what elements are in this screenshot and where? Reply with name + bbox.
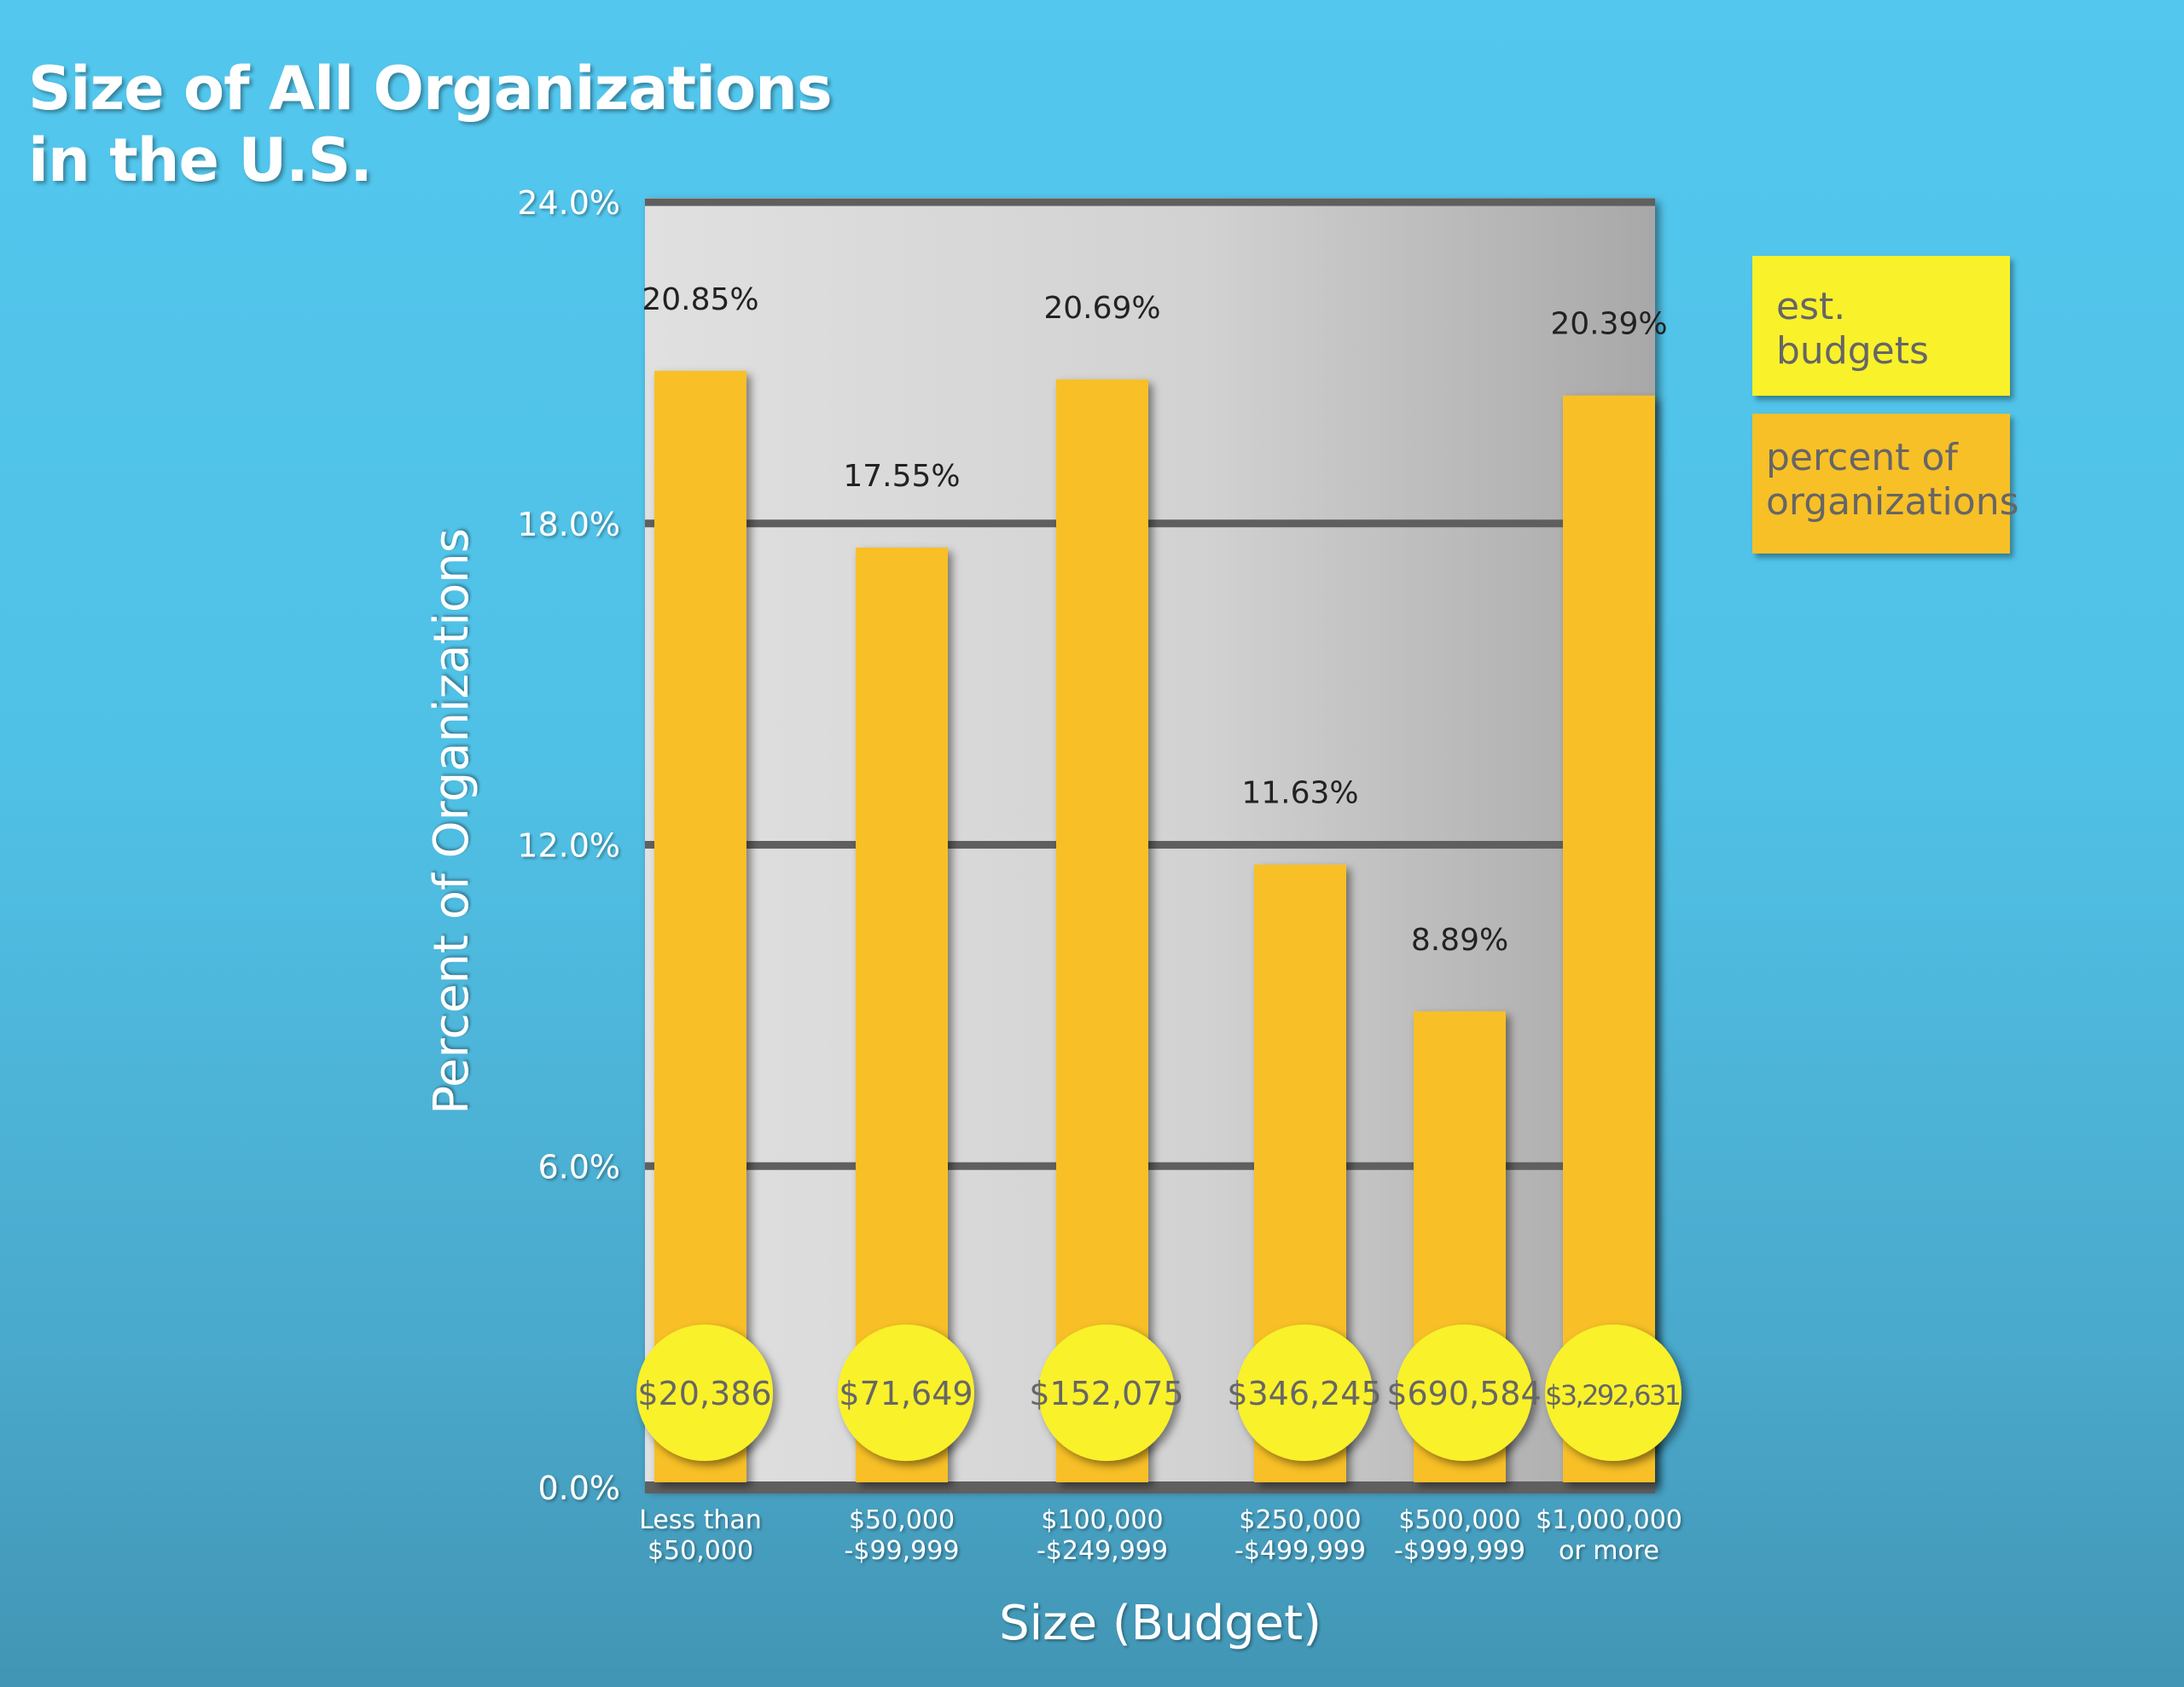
- x-tick-label: $500,000: [1398, 1505, 1520, 1535]
- legend-label: organizations: [1766, 480, 2019, 524]
- x-tick-label: -$99,999: [845, 1536, 960, 1566]
- legend-label: budgets: [1776, 329, 1929, 373]
- budget-circle: [838, 1325, 974, 1461]
- bar-value-label: 20.69%: [1043, 291, 1160, 326]
- legend-label: est.: [1776, 285, 1846, 328]
- x-tick-label: $250,000: [1239, 1505, 1361, 1535]
- y-tick-label: 0.0%: [537, 1470, 620, 1507]
- y-axis-label: Percent of Organizations: [424, 528, 479, 1114]
- y-tick-label: 12.0%: [517, 827, 620, 865]
- bar: [1563, 395, 1655, 1482]
- budget-label: $152,075: [1029, 1375, 1183, 1412]
- budget-circle: [1396, 1325, 1532, 1461]
- title-line: in the U.S.: [28, 125, 373, 195]
- budget-label: $346,245: [1227, 1375, 1381, 1412]
- legend-est-budgets: est. budgets: [1752, 256, 2010, 396]
- title-line: Size of All Organizations: [28, 54, 833, 124]
- bar-value-label: 20.39%: [1550, 307, 1667, 342]
- x-tick-label: $50,000: [849, 1505, 955, 1535]
- budget-label: $71,649: [839, 1375, 973, 1412]
- bar-value-label: 8.89%: [1411, 923, 1508, 958]
- budget-circle: [1038, 1325, 1175, 1461]
- bar: [1056, 379, 1148, 1482]
- x-tick-label: -$999,999: [1394, 1536, 1525, 1566]
- x-tick-label: or more: [1559, 1536, 1659, 1566]
- bar-value-label: 20.85%: [642, 282, 758, 317]
- legend-label: percent of: [1766, 436, 1958, 479]
- x-axis-label: Size (Budget): [999, 1596, 1321, 1651]
- budget-circle: [1545, 1325, 1682, 1461]
- budget-label: $690,584: [1386, 1375, 1541, 1412]
- x-tick-label: $50,000: [648, 1536, 753, 1566]
- budget-circle: [636, 1325, 773, 1461]
- bar-value-label: 11.63%: [1241, 776, 1358, 811]
- budget-label: $20,386: [637, 1375, 771, 1412]
- y-tick-label: 24.0%: [517, 184, 620, 222]
- legend-percent-of-organizations: percent of organizations: [1752, 414, 2019, 554]
- x-tick-label: -$499,999: [1234, 1536, 1366, 1566]
- budget-circle: [1236, 1325, 1373, 1461]
- budget-label: $3,292,631: [1545, 1379, 1682, 1412]
- x-tick-label: $1,000,000: [1536, 1505, 1682, 1535]
- chart-title: Size of All Organizations in the U.S.: [28, 53, 833, 196]
- bar: [654, 370, 746, 1483]
- x-tick-label: $100,000: [1041, 1505, 1163, 1535]
- x-tick-label: -$249,999: [1037, 1536, 1168, 1566]
- x-tick-label: Less than: [639, 1505, 762, 1535]
- y-tick-label: 6.0%: [537, 1148, 620, 1186]
- bar-value-label: 17.55%: [843, 459, 960, 494]
- y-tick-label: 18.0%: [517, 506, 620, 543]
